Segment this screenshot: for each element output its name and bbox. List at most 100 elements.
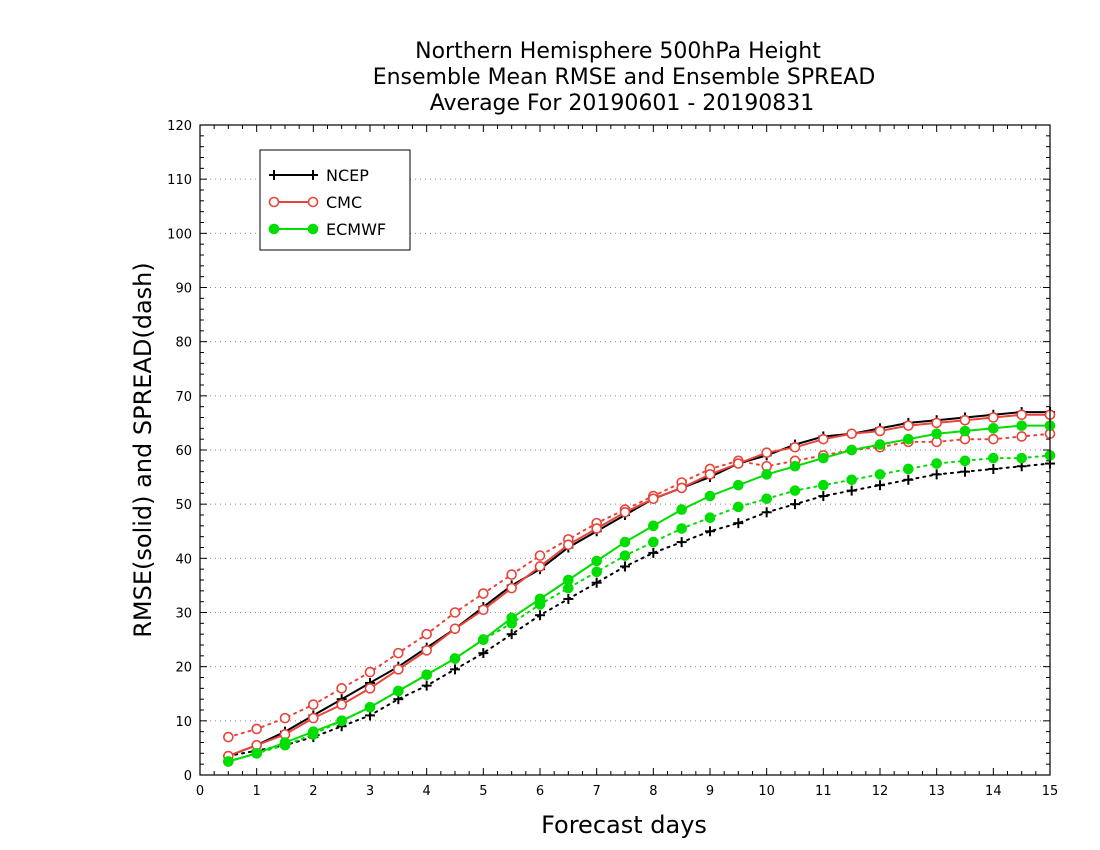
x-tick-label: 11 [815, 784, 832, 799]
y-tick-label: 30 [175, 607, 192, 622]
y-axis-ticks: 0 10 20 30 40 50 60 70 80 90 100 110 120 [167, 119, 1050, 784]
y-tick-label: 50 [175, 498, 192, 513]
series-ncep-spread-point [705, 526, 715, 537]
legend-cmc-marker-left [268, 196, 280, 208]
series-ncep-spread-line [227, 462, 1051, 757]
series-ecmwf-spread-point [591, 566, 602, 578]
series-ecmwf-rmse-point [733, 479, 744, 491]
series-cmc-rmse-point [761, 447, 772, 459]
series-ncep-spread-point [761, 507, 772, 518]
y-tick-label: 90 [175, 282, 192, 297]
series-cmc-rmse-point [874, 425, 886, 437]
y-tick-label: 80 [175, 336, 192, 351]
series-ecmwf-rmse-point [959, 425, 971, 437]
series-ecmwf-spread-point [874, 469, 886, 480]
series-ecmwf-spread-point [704, 512, 716, 524]
x-tick-label: 8 [649, 784, 657, 799]
y-tick-label: 100 [167, 227, 192, 242]
chart-title-block: Northern Hemisphere 500hPa Height Ensemb… [373, 39, 876, 116]
series-ecmwf-rmse-point [789, 460, 801, 472]
series-ecmwf-rmse-point [846, 444, 857, 456]
x-tick-label: 4 [423, 784, 431, 799]
series-cmc-spread-point [336, 683, 347, 694]
series-cmc-spread-point [223, 731, 234, 743]
series-ncep-spread-point [875, 480, 885, 491]
x-axis-ticks: 0 1 2 3 4 5 6 7 8 9 10 11 12 13 14 15 [196, 125, 1058, 799]
series-ecmwf-rmse-point [903, 433, 914, 445]
series-ecmwf-spread-point [789, 485, 801, 496]
series-ecmwf-rmse-point [364, 701, 376, 713]
series-cmc-spread-point [534, 550, 546, 561]
series-ecmwf-spread-point [733, 501, 744, 513]
series-ecmwf-rmse-point [393, 685, 404, 697]
series-ncep-rmse-line [227, 411, 1050, 757]
y-tick-label: 20 [175, 661, 192, 676]
series-cmc-rmse-point [676, 482, 687, 494]
x-tick-label: 5 [479, 784, 487, 799]
series-cmc-rmse-point [534, 561, 546, 572]
series-ecmwf-rmse-point [619, 536, 631, 548]
series-ecmwf-spread-point [988, 452, 999, 464]
legend-ecmwf-label: ECMWF [326, 220, 386, 239]
series-cmc-spread-point [478, 588, 489, 599]
series-cmc-rmse-point [818, 433, 829, 445]
x-tick-label: 0 [196, 784, 204, 799]
series-ncep-spread-point [790, 499, 800, 510]
series-ecmwf-spread-point [1016, 452, 1027, 464]
legend-ecmwf-marker-left [268, 223, 280, 235]
series-ecmwf-spread-point [619, 550, 631, 561]
y-tick-label: 0 [184, 769, 192, 784]
x-tick-label: 6 [536, 784, 544, 799]
series-ecmwf-rmse-point [308, 726, 319, 737]
legend-box [259, 149, 411, 251]
series-ecmwf-spread-point [903, 463, 914, 475]
series-cmc-spread-point [1016, 431, 1027, 442]
series-cmc-rmse-point [421, 645, 432, 656]
series-cmc-rmse-point [733, 458, 744, 469]
x-tick-label: 3 [366, 784, 374, 799]
legend-ecmwf-marker-right [307, 223, 319, 235]
x-tick-label: 1 [253, 784, 261, 799]
series-ncep-spread-point [620, 561, 630, 572]
series-ecmwf-rmse-point [478, 634, 489, 645]
x-tick-label: 7 [593, 784, 601, 799]
series-ncep-spread-point [535, 610, 545, 621]
series-cmc-rmse [223, 409, 1056, 762]
chart-title-line-2: Ensemble Mean RMSE and Ensemble SPREAD [373, 65, 876, 90]
series-ncep-spread-point [960, 466, 970, 477]
series-ncep-spread-point [478, 648, 489, 659]
y-tick-label: 110 [167, 173, 192, 188]
series-cmc-rmse-point [336, 699, 347, 710]
series-ncep-spread-point [818, 491, 829, 502]
series-ecmwf-rmse-point [818, 452, 829, 464]
series-ecmwf-rmse-point [506, 612, 517, 624]
series-ecmwf-rmse-point [931, 428, 942, 440]
series-ncep-spread-point [988, 463, 999, 474]
series-ecmwf-rmse-line [228, 424, 1050, 763]
series-cmc-spread-point [393, 647, 404, 659]
x-axis-title: Forecast days [541, 811, 707, 839]
series-cmc-rmse-point [1016, 409, 1027, 421]
series-cmc-rmse-point [449, 623, 461, 635]
series-ecmwf-rmse-point [421, 669, 432, 681]
series-cmc-spread-point [449, 607, 461, 618]
series-cmc-rmse-point [506, 582, 517, 594]
x-tick-label: 12 [872, 784, 889, 799]
series-ncep-spread-point [931, 469, 942, 480]
series-ecmwf-spread-point [648, 536, 659, 548]
series-ecmwf-rmse-point [988, 423, 999, 434]
series-ncep-spread [223, 458, 1055, 762]
series-cmc-spread-point [308, 699, 319, 710]
series-cmc-spread-point [421, 628, 432, 640]
x-tick-label: 10 [758, 784, 775, 799]
gridlines [200, 178, 1050, 722]
series-cmc-rmse-point [619, 506, 631, 518]
series-ecmwf-rmse-point [874, 439, 886, 450]
series-cmc-rmse-point [931, 417, 942, 429]
series-ncep-spread-point [563, 593, 574, 604]
series-ecmwf-rmse-point [563, 574, 574, 586]
series-ncep-spread-point [903, 474, 914, 485]
series-cmc-rmse-point [846, 428, 857, 440]
legend: NCEP CMC ECMWF [259, 149, 411, 251]
series-ecmwf-rmse-point [1016, 420, 1027, 431]
